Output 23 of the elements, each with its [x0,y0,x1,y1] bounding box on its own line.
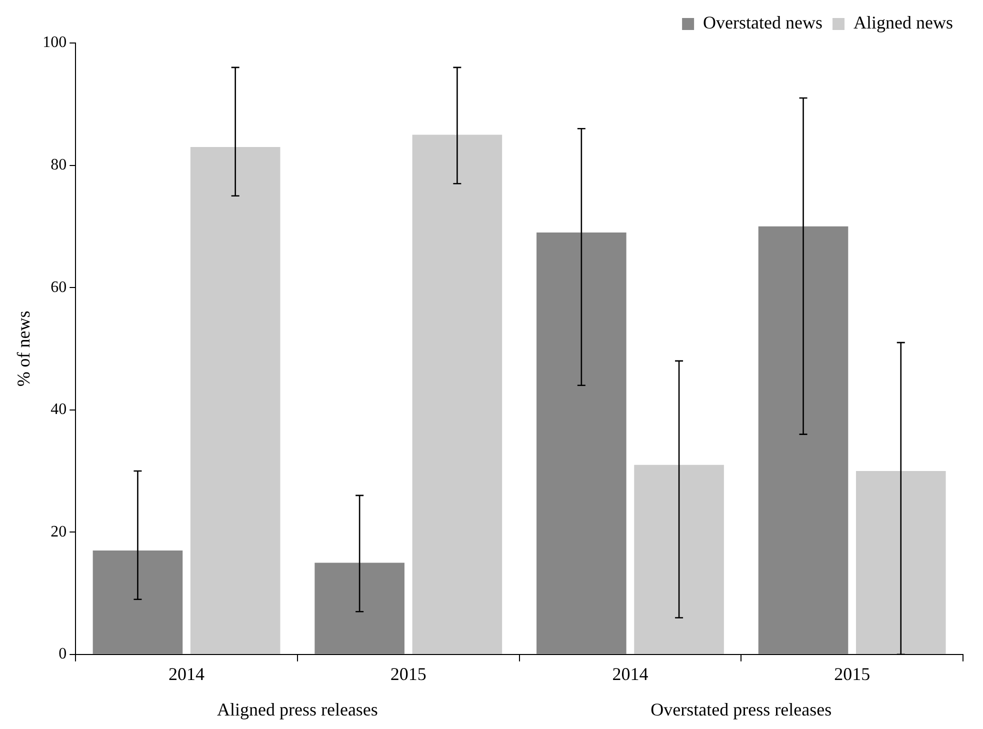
y-axis-title: % of news [14,310,34,387]
legend-label: Overstated news [703,12,823,33]
text: Overstated press releases [650,700,832,720]
bar [856,470,946,654]
bar [412,134,502,654]
bar [758,226,848,654]
bar [92,550,183,654]
bar [536,232,626,654]
bar [634,464,724,654]
y-tick-label: 0 [58,646,67,663]
x-tick-label: 2015 [834,664,870,684]
bar [190,146,280,654]
text: Aligned press releases [216,700,378,720]
bar [314,562,404,654]
y-tick-label: 60 [50,278,67,296]
x-tick-label: 2015 [390,664,426,684]
y-tick-label: 20 [50,523,67,540]
y-tick-label: 40 [50,401,67,418]
x-tick-label: 2014 [168,664,205,684]
x-tick-label: 2014 [612,664,648,684]
y-tick-label: 100 [42,34,67,52]
legend-label: Aligned news [854,12,953,33]
y-tick-label: 80 [50,156,67,174]
